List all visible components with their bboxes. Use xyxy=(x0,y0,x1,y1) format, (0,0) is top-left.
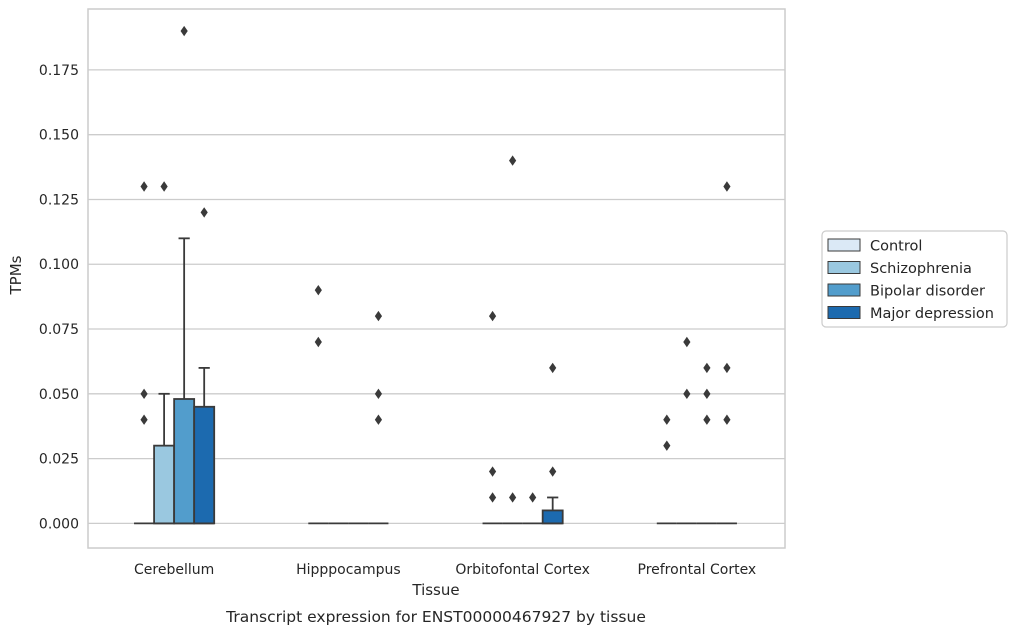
legend-label: Bipolar disorder xyxy=(870,284,985,300)
outlier-point xyxy=(723,181,731,192)
box-control xyxy=(134,181,155,525)
box-major-depression xyxy=(193,207,216,525)
outlier-point xyxy=(509,155,517,166)
box-bipolar-disorder xyxy=(696,362,717,525)
legend-label: Schizophrenia xyxy=(870,261,972,277)
box-schizophrenia xyxy=(502,155,523,525)
y-tick-label: 0.175 xyxy=(39,63,79,79)
outlier-point xyxy=(374,310,383,322)
legend-swatch xyxy=(827,283,861,297)
box-major-depression xyxy=(368,310,389,525)
outlier-point xyxy=(703,414,711,425)
box-body xyxy=(153,444,176,525)
legend-frame xyxy=(821,230,1008,328)
outlier-point xyxy=(683,388,691,400)
legend-swatch xyxy=(827,261,861,274)
box-control xyxy=(308,284,329,525)
legend: Control Schizophrenia Bipolar disorder Majo… xyxy=(821,230,1008,328)
box-schizophrenia xyxy=(676,336,697,525)
outlier-point xyxy=(703,388,711,400)
outlier-point xyxy=(683,336,691,348)
outlier-point xyxy=(140,414,148,425)
outlier-point xyxy=(140,388,148,400)
x-tick-label: Cerebellum xyxy=(134,562,214,578)
box-body xyxy=(193,405,216,525)
outlier-point xyxy=(314,336,322,348)
outlier-point xyxy=(529,492,537,503)
outlier-point xyxy=(314,284,322,296)
x-tick-label: Orbitofontal Cortex xyxy=(455,562,590,578)
y-tick-label: 0.100 xyxy=(39,257,79,273)
outlier-point xyxy=(488,466,497,477)
y-tick-label: 0.075 xyxy=(39,322,79,338)
outlier-point xyxy=(374,414,383,425)
legend-swatch xyxy=(827,238,861,252)
box-bipolar-disorder xyxy=(522,492,543,525)
outlier-point xyxy=(180,25,188,37)
y-tick-label: 0.125 xyxy=(39,192,79,208)
outlier-point xyxy=(723,362,731,374)
box-control xyxy=(656,414,677,525)
plot-area xyxy=(87,8,786,549)
legend-label: Major depression xyxy=(870,306,994,322)
outlier-point xyxy=(160,181,168,192)
box-schizophrenia xyxy=(153,181,176,525)
y-tick-label: 0.000 xyxy=(39,516,79,532)
outlier-point xyxy=(374,388,383,400)
outlier-point xyxy=(509,492,517,503)
outlier-point xyxy=(703,362,711,374)
x-tick-label: Prefrontal Cortex xyxy=(638,562,757,578)
box-body xyxy=(173,398,196,525)
outlier-point xyxy=(200,207,208,218)
y-tick-label: 0.150 xyxy=(39,128,79,144)
outlier-point xyxy=(663,440,671,451)
outlier-point xyxy=(140,181,148,192)
outlier-point xyxy=(549,466,557,477)
x-axis-label: Tissue xyxy=(411,581,459,599)
box-major-depression xyxy=(716,181,737,525)
x-axis-ticks: Cerebellum Hipppocampus Orbitofontal Corte… xyxy=(134,562,756,578)
y-tick-label: 0.050 xyxy=(39,387,79,403)
y-axis-label: TPMs xyxy=(7,255,25,295)
outlier-point xyxy=(488,310,497,322)
outlier-point xyxy=(663,414,671,425)
box-control xyxy=(482,310,503,525)
box-marks xyxy=(134,25,737,525)
y-tick-label: 0.025 xyxy=(39,452,79,468)
box-major-depression xyxy=(541,362,564,525)
box-bipolar-disorder xyxy=(173,25,196,525)
chart-caption: Transcript expression for ENST0000046792… xyxy=(225,608,646,626)
outlier-point xyxy=(488,492,497,503)
legend-swatch xyxy=(827,306,861,319)
box-body xyxy=(541,509,564,525)
outlier-point xyxy=(549,362,557,374)
legend-label: Control xyxy=(870,239,922,255)
y-axis-ticks: 0.000 0.025 0.050 0.075 0.100 0.125 0.150 0.175 xyxy=(39,63,79,532)
outlier-point xyxy=(723,414,731,425)
x-tick-label: Hipppocampus xyxy=(296,562,401,578)
